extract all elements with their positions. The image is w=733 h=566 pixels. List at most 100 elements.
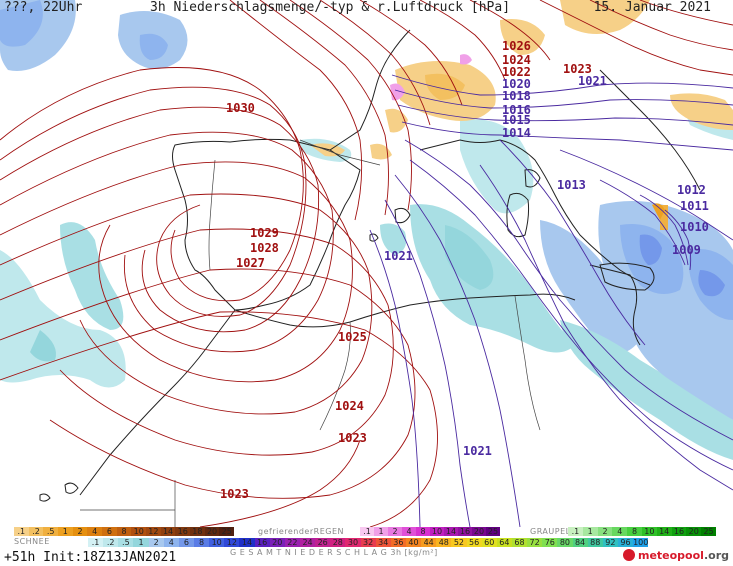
legend-swatch: 64 [496,538,512,547]
precipitation-snow-areas [310,0,733,230]
legend-swatch: 28 [330,538,346,547]
legend-swatch: 1 [582,527,598,536]
legend-swatch: 26 [315,538,331,547]
legend-swatch: 12 [224,538,240,547]
isobars-low [369,74,733,527]
legend-swatch: 18 [190,527,205,536]
legend-swatch: 12 [146,527,161,536]
pressure-label: 1010 [680,220,709,234]
legend-swatch: 14 [444,527,458,536]
pressure-label: 1027 [236,256,265,270]
model-run-info: +51h Init:18Z13JAN2021 [4,550,177,565]
legend-total-title: G E S A M T N I E D E R S C H L A G 3h [… [230,548,438,557]
legend-swatch: 16 [671,527,687,536]
legend-swatch: 20 [204,527,220,536]
legend-swatch: 22 [284,538,300,547]
legend-swatch: .1 [88,538,104,547]
legend-swatch: 48 [436,538,452,547]
legend-swatch: 72 [527,538,543,547]
pressure-label: 1011 [680,199,709,213]
pressure-label: 1024 [502,53,531,67]
legend-swatch: 6 [102,527,117,536]
legend-swatch: 8 [416,527,430,536]
legend-swatch: 32 [360,538,376,547]
legend-swatch: 25 [701,527,716,536]
legend-swatch: 14 [160,527,176,536]
legend-swatch: 84 [572,538,588,547]
legend-swatch: 100 [633,538,649,547]
pressure-label: 1022 [502,65,531,79]
brand-logo[interactable]: meteopool.org [622,549,729,562]
legend-swatch: 2 [72,527,88,536]
legend-swatch: .5 [43,527,59,536]
legend-swatch: 60 [481,538,497,547]
brand-name: meteopool [637,549,704,562]
legend-swatch: 16 [458,527,472,536]
legend-freezing-rain-title: gefrierenderREGEN [258,527,344,536]
legend-swatch: 10 [209,538,225,547]
pressure-label: 1023 [563,62,592,76]
legend-swatch: 8 [627,527,642,536]
legend-swatch: 6 [178,538,194,547]
pressure-label: 1028 [250,241,279,255]
legend-snow-scale: .1.2.5 1 2 4 6 8 10 12 14 16 18 20 25 [14,527,235,536]
legend-swatch: .2 [103,538,119,547]
legend-swatch: 20 [269,538,285,547]
legend-swatch: 52 [451,538,467,547]
legend-swatch: 40 [405,538,422,547]
legend-swatch: 76 [542,538,558,547]
legend-graupel-title: GRAUPEL [530,527,571,536]
legend-swatch: 25 [219,527,235,536]
pressure-label: 1026 [502,39,531,53]
coastlines [39,29,701,502]
legend-swatch: .5 [118,538,134,547]
legend-swatch: 2 [388,527,402,536]
pressure-label: 1029 [250,226,279,240]
brand-tld: .org [703,549,729,562]
pressure-label: 1023 [220,487,249,501]
legend-swatch: 68 [511,538,528,547]
pressure-label: 1023 [338,431,367,445]
legend-swatch: 4 [612,527,628,536]
pressure-label: 1013 [557,178,586,192]
pressure-label: 1018 [502,89,531,103]
pressure-label: 1009 [672,243,701,257]
legend-swatch: 1 [58,527,73,536]
legend-swatch: 16 [254,538,270,547]
legend-swatch: 56 [466,538,482,547]
legend-swatch: 36 [390,538,406,547]
pressure-label: 1030 [226,101,255,115]
legend-swatch: .2 [28,527,44,536]
legend-swatch: 16 [175,527,191,536]
legend-swatch: 34 [375,538,391,547]
legend-swatch: 25 [486,527,500,536]
legend-swatch: 30 [345,538,361,547]
pressure-label: 1021 [384,249,413,263]
legend-swatch: 8 [193,538,210,547]
legend-swatch: .1 [14,527,29,536]
legend-swatch: 88 [587,538,603,547]
pressure-label: 1014 [502,126,531,140]
legend-total-scale: .1.2.5 1 2 4 6 8 10 12 14 16 20 22 24 26 28 30 32 34 36 40 4… [88,538,649,547]
legend-swatch: 1 [374,527,388,536]
legend-swatch: 10 [131,527,147,536]
legend-swatch: 4 [163,538,179,547]
pressure-label: 1024 [335,399,364,413]
legend-swatch: 4 [402,527,416,536]
legend-swatch: 2 [148,538,164,547]
legend-swatch: 20 [686,527,702,536]
meteopool-logo-icon [622,549,635,561]
legend-swatch: 20 [472,527,486,536]
pressure-label: 1015 [502,113,531,127]
legend-swatch: 10 [430,527,444,536]
legend-swatch: 4 [87,527,103,536]
legend-graupel-scale: .1 1 2 4 8 10 14 16 20 25 [568,527,716,536]
legend-swatch: 80 [557,538,573,547]
legend-swatch: 44 [421,538,437,547]
legend-swatch: 14 [656,527,672,536]
pressure-label: 1021 [463,444,492,458]
legend-swatch: 8 [116,527,132,536]
legend-swatch: .1 [360,527,374,536]
legend-swatch: 10 [641,527,657,536]
